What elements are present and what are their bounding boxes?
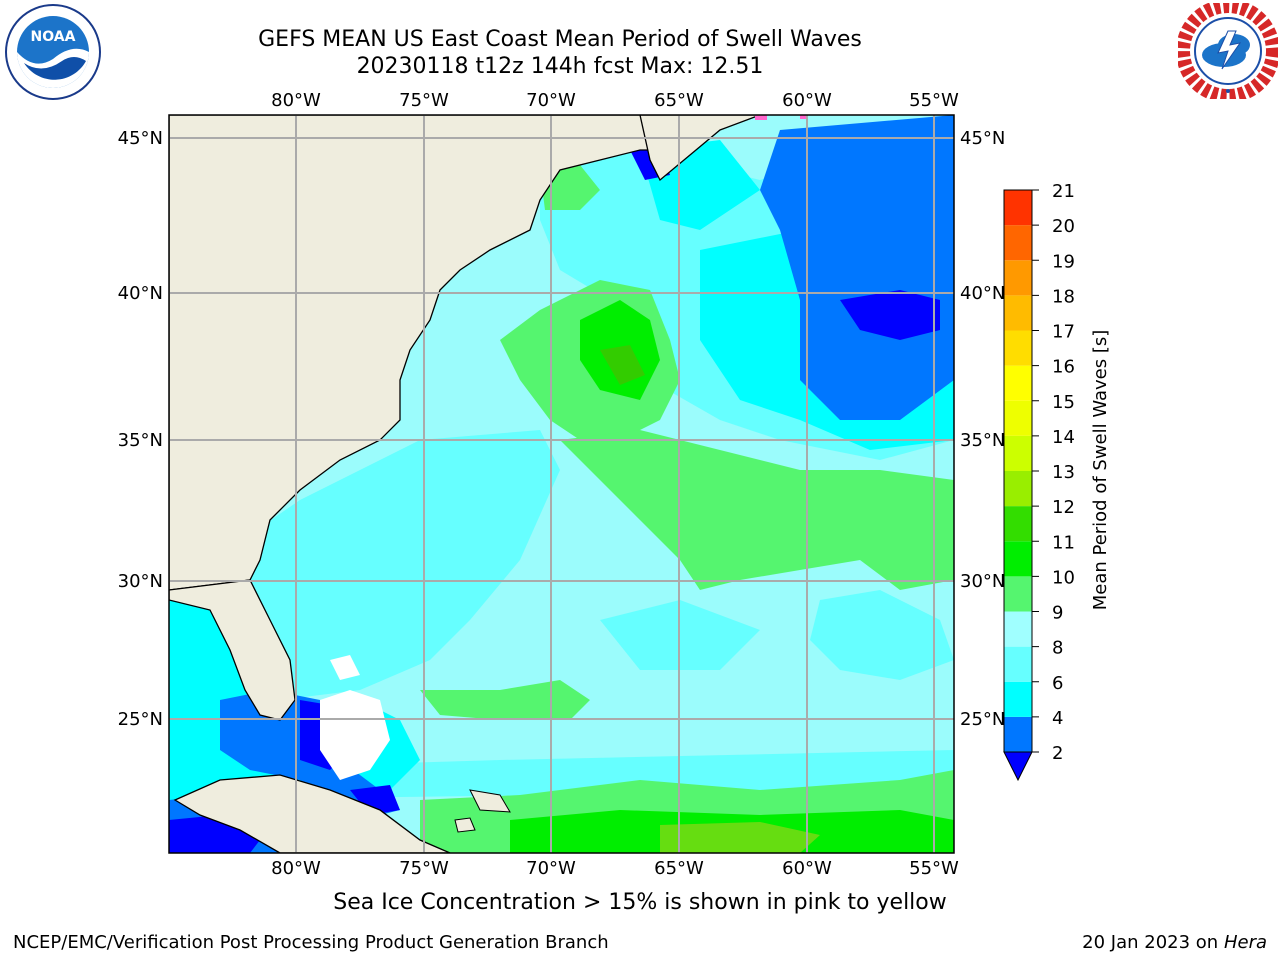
sea-ice-patch — [800, 115, 808, 119]
land-island — [454, 817, 476, 833]
contour-under-2s — [840, 290, 940, 340]
colorbar-segment — [1004, 435, 1032, 471]
lat-label-left: 25°N — [118, 709, 163, 730]
land-florida — [169, 579, 296, 721]
lat-label-right: 45°N — [960, 128, 1005, 149]
contour-11-12s — [600, 345, 645, 385]
colorbar-tick-label: 14 — [1052, 427, 1075, 448]
colorbar-under-triangle — [1003, 751, 1033, 782]
lat-label-left: 30°N — [118, 571, 163, 592]
contour-9-10s — [560, 430, 954, 590]
land-north-america — [169, 115, 741, 591]
lon-label-top: 55°W — [909, 90, 959, 111]
contour-9-10s — [420, 680, 590, 720]
colorbar-tick-label: 21 — [1052, 181, 1075, 202]
land-cuba — [173, 774, 451, 853]
credit-machine: Hera — [1223, 932, 1267, 953]
credit-date: 20 Jan 2023 on Hera — [1082, 932, 1267, 953]
sea-ice-note: Sea Ice Concentration > 15% is shown in … — [333, 890, 947, 915]
lat-label-left: 40°N — [118, 283, 163, 304]
colorbar-tick-label: 18 — [1052, 286, 1075, 307]
colorbar-segment — [1004, 295, 1032, 331]
colorbar-segment — [1004, 646, 1032, 682]
colorbar-segment — [1004, 190, 1032, 226]
contour-2-4s — [760, 115, 954, 420]
colorbar-segment — [1004, 576, 1032, 612]
lat-label-right: 30°N — [960, 571, 1005, 592]
land-hispaniola — [469, 789, 511, 813]
colorbar-segment — [1004, 330, 1032, 366]
noaa-logo-text: NOAA — [31, 29, 76, 45]
colorbar-tick-label: 19 — [1052, 251, 1075, 272]
lon-label-bottom: 80°W — [271, 858, 321, 879]
colorbar-segment — [1004, 260, 1032, 296]
colorbar-tick-label: 11 — [1052, 532, 1075, 553]
map-plot-area — [169, 115, 954, 853]
colorbar-tick-label: 4 — [1052, 708, 1063, 729]
lon-label-top: 70°W — [526, 90, 576, 111]
contour-6-8s — [810, 590, 954, 680]
lon-label-bottom: 75°W — [399, 858, 449, 879]
colorbar-tick-label: 6 — [1052, 673, 1063, 694]
colorbar-tick-label: 12 — [1052, 497, 1075, 518]
lon-label-top: 60°W — [782, 90, 832, 111]
colorbar-tick-label: 9 — [1052, 603, 1063, 624]
lon-label-top: 80°W — [271, 90, 321, 111]
map-frame — [168, 114, 955, 854]
colorbar-tick-label: 8 — [1052, 638, 1063, 659]
colorbar-tick-label: 10 — [1052, 567, 1075, 588]
contour-under-2s — [350, 785, 400, 815]
lon-label-top: 75°W — [399, 90, 449, 111]
bahamas-shallows — [320, 690, 390, 780]
land-nova-scotia — [639, 115, 761, 182]
lat-label-right: 25°N — [960, 709, 1005, 730]
lon-label-top: 65°W — [654, 90, 704, 111]
colorbar-segment — [1004, 225, 1032, 261]
nws-logo — [1178, 3, 1278, 99]
colorbar-tick-label: 16 — [1052, 357, 1075, 378]
colorbar-label: Mean Period of Swell Waves [s] — [1090, 330, 1111, 611]
lon-label-bottom: 55°W — [909, 858, 959, 879]
colorbar-segment — [1004, 541, 1032, 577]
lat-label-left: 45°N — [118, 128, 163, 149]
credit-branch: NCEP/EMC/Verification Post Processing Pr… — [13, 932, 609, 953]
colorbar-segment — [1004, 716, 1032, 752]
colorbar-segment — [1004, 506, 1032, 542]
colorbar-segment — [1004, 611, 1032, 647]
colorbar-tick-label: 2 — [1052, 743, 1063, 764]
colorbar-tick-label: 13 — [1052, 462, 1075, 483]
bahamas-shallows — [330, 655, 360, 680]
lon-label-bottom: 65°W — [654, 858, 704, 879]
graticule — [169, 115, 954, 853]
colorbar-tick-label: 17 — [1052, 322, 1075, 343]
lat-label-right: 40°N — [960, 283, 1005, 304]
colorbar-segment — [1004, 471, 1032, 507]
lat-label-right: 35°N — [960, 430, 1005, 451]
contour-11-12s — [660, 822, 820, 853]
lat-label-left: 35°N — [118, 430, 163, 451]
colorbar-tick-label: 15 — [1052, 392, 1075, 413]
chart-subtitle: 20230118 t12z 144h fcst Max: 12.51 — [356, 54, 764, 79]
noaa-logo: NOAA — [5, 4, 101, 100]
credit-date-text: 20 Jan 2023 on — [1082, 932, 1219, 953]
lon-label-bottom: 70°W — [526, 858, 576, 879]
contour-under-2s — [169, 815, 260, 853]
sea-ice-patch — [755, 115, 767, 120]
colorbar: 2 4 6 8 9 10 11 12 13 14 15 16 17 18 19 20 21 — [1003, 181, 1075, 782]
colorbar-segment — [1004, 400, 1032, 436]
lon-label-bottom: 60°W — [782, 858, 832, 879]
colorbar-tick-label: 20 — [1052, 216, 1075, 237]
colorbar-segment — [1004, 365, 1032, 401]
colorbar-segment — [1004, 681, 1032, 717]
chart-title: GEFS MEAN US East Coast Mean Period of S… — [258, 27, 862, 52]
